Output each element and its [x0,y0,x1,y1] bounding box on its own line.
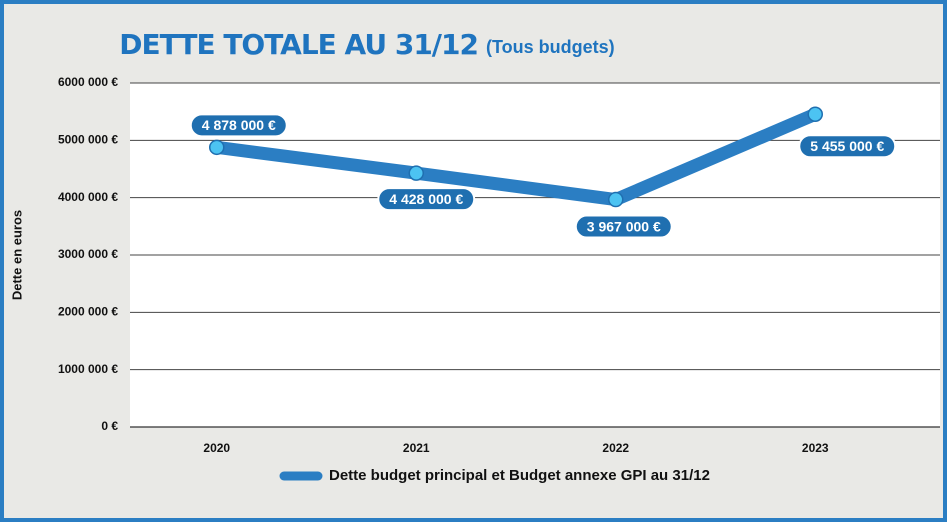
data-label-box [189,113,288,138]
data-label-box [574,214,673,239]
line [210,107,822,207]
data-label-text: 4 878 000 € [202,117,276,133]
point [408,165,424,181]
y-tick-label: 6000 000 € [58,75,118,89]
y-tick-label: 2000 000 € [58,305,118,319]
y-tick-label: 4000 000 € [58,190,118,204]
y-tick-label: 3000 000 € [58,247,118,261]
data-label-text: 4 428 000 € [389,191,463,207]
chart-subtitle: (Tous budgets) [486,37,615,57]
point [209,139,225,156]
data-label: 5 455 000 € [798,134,897,159]
x-tick-label: 2022 [602,441,629,455]
chart-title: DETTE TOTALE AU 31/12 [119,28,478,61]
data-label: 4 878 000 € [189,113,288,138]
data-label-box [377,187,476,212]
y-tick-label: 0 € [101,419,118,433]
data-label: 4 428 000 € [377,187,476,212]
x-tick-label: 2023 [802,441,829,455]
y-tick-label: 5000 000 € [58,133,118,147]
x-tick-label: 2021 [403,441,430,455]
point [608,191,624,208]
point [807,106,823,122]
data-label-box [798,134,897,159]
data-label: 3 967 000 € [574,214,673,239]
data-label-text: 3 967 000 € [587,218,661,234]
y-tick-label: 1000 000 € [58,362,118,376]
legend-label: Dette budget principal et Budget annexe … [329,467,710,484]
x-tick-label: 2020 [203,441,230,455]
y-axis-label: Dette en euros [9,210,24,300]
data-label-text: 5 455 000 € [810,138,884,154]
